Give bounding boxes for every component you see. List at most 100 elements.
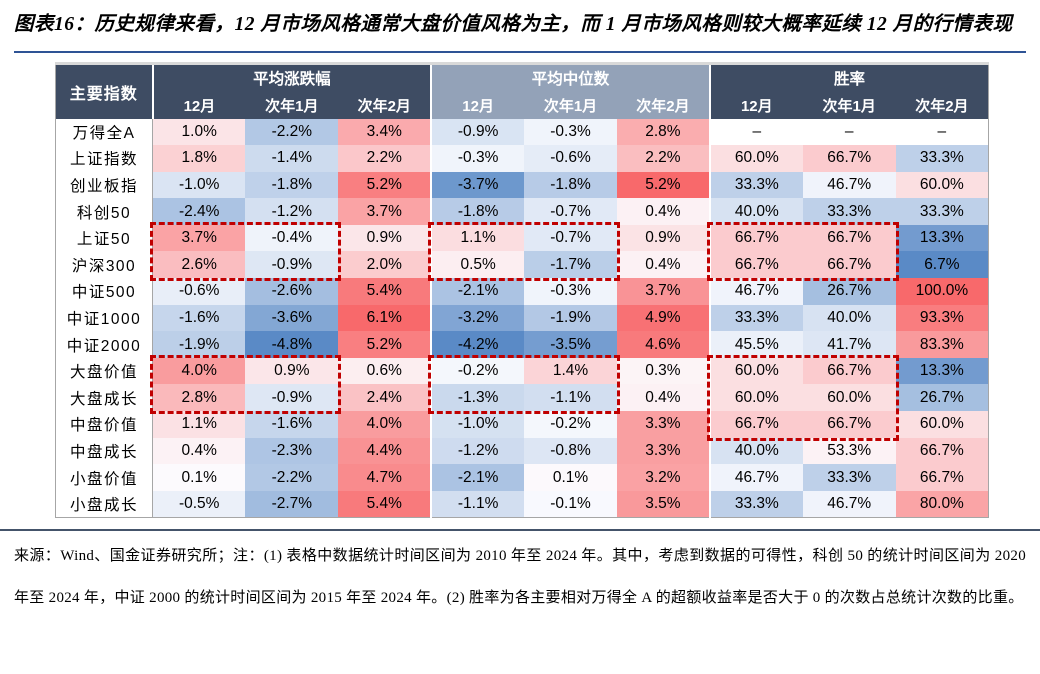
value-cell: -4.2% — [430, 331, 525, 358]
value-cell: -2.1% — [430, 464, 525, 491]
value-cell: 4.9% — [616, 304, 710, 332]
row-label: 上证50 — [55, 224, 153, 252]
value-cell: -1.2% — [430, 437, 525, 465]
value-cell: -1.0% — [152, 171, 246, 199]
value-cell: -1.1% — [430, 490, 525, 518]
value-cell: -0.2% — [524, 411, 617, 438]
value-cell: 2.2% — [616, 145, 710, 172]
value-cell: -3.5% — [524, 331, 617, 358]
table-row: 上证指数 1.8% -1.4% 2.2% -0.3% -0.6% 2.2% 60.0% 66.7… — [55, 145, 989, 172]
table-row: 万得全A 1.0% -2.2% 3.4% -0.9% -0.3% 2.8% – – – — [55, 118, 989, 146]
value-cell: 3.2% — [616, 464, 710, 491]
title-divider — [14, 51, 1026, 53]
value-cell: 46.7% — [708, 278, 803, 305]
table-row: 大盘成长 2.8% -0.9% 2.4% -1.3% -1.1% 0.4% 60.0% 60.0… — [55, 384, 989, 412]
value-cell: 1.1% — [152, 411, 246, 438]
figure-title: 图表16：历史规律来看，12 月市场风格通常大盘价值风格为主，而 1 月市场风格… — [14, 14, 1013, 35]
style-stats-table: 主要指数 平均涨跌幅 平均中位数 胜率 12月 次年1月 次年2月 12月 次年… — [55, 62, 990, 518]
value-cell: -0.6% — [152, 278, 246, 305]
value-cell: 3.7% — [338, 198, 432, 225]
table-wrap: 主要指数 平均涨跌幅 平均中位数 胜率 12月 次年1月 次年2月 12月 次年… — [55, 62, 990, 518]
value-cell: 33.3% — [708, 490, 803, 518]
value-cell: -0.4% — [245, 224, 339, 252]
value-cell: 1.8% — [152, 145, 246, 172]
value-cell: 80.0% — [895, 490, 989, 518]
col-header: 次年2月 — [895, 91, 989, 119]
value-cell: 4.4% — [338, 437, 432, 465]
value-cell: 46.7% — [708, 464, 803, 491]
value-cell: 60.0% — [895, 411, 989, 438]
row-label: 中证1000 — [55, 304, 153, 332]
table-row: 中证2000 -1.9% -4.8% 5.2% -4.2% -3.5% 4.6% 45.5% 4… — [55, 331, 989, 358]
value-cell: 4.7% — [338, 464, 432, 491]
value-cell: 60.0% — [708, 145, 803, 172]
value-cell: 0.4% — [616, 384, 710, 412]
value-cell: 60.0% — [895, 171, 989, 199]
row-label: 上证指数 — [55, 145, 153, 172]
value-cell: 3.7% — [152, 224, 246, 252]
value-cell: 2.8% — [152, 384, 246, 412]
table-row: 上证50 3.7% -0.4% 0.9% 1.1% -0.7% 0.9% 66.7% 66.7%… — [55, 224, 989, 252]
value-cell: -1.3% — [430, 384, 525, 412]
group-header-avg-change: 平均涨跌幅 — [152, 63, 432, 92]
value-cell: -1.2% — [245, 198, 339, 225]
col-header: 次年2月 — [338, 91, 432, 119]
value-cell: 1.4% — [524, 357, 617, 385]
value-cell: -0.6% — [524, 145, 617, 172]
value-cell: -0.1% — [524, 490, 617, 518]
table-body: 万得全A 1.0% -2.2% 3.4% -0.9% -0.3% 2.8% – – – 上证指数 1.… — [55, 118, 989, 518]
value-cell: 4.0% — [338, 411, 432, 438]
value-cell: 3.3% — [616, 437, 710, 465]
value-cell: 66.7% — [708, 224, 803, 252]
value-cell: 3.5% — [616, 490, 710, 518]
value-cell: -1.9% — [524, 304, 617, 332]
value-cell: 3.4% — [338, 118, 432, 146]
value-cell: 60.0% — [708, 384, 803, 412]
row-label: 沪深300 — [55, 251, 153, 279]
value-cell: -0.3% — [524, 118, 617, 146]
value-cell: 33.3% — [708, 304, 803, 332]
value-cell: 13.3% — [895, 224, 989, 252]
value-cell: 46.7% — [802, 171, 896, 199]
col-header: 次年2月 — [616, 91, 710, 119]
value-cell: -2.2% — [245, 118, 339, 146]
value-cell: 66.7% — [802, 145, 896, 172]
value-cell: -0.9% — [245, 251, 339, 279]
value-cell: 0.1% — [152, 464, 246, 491]
value-cell: 2.2% — [338, 145, 432, 172]
value-cell: 0.9% — [616, 224, 710, 252]
value-cell: 41.7% — [802, 331, 896, 358]
value-cell: 66.7% — [895, 464, 989, 491]
figure-bottom-divider — [0, 528, 1040, 531]
value-cell: -1.6% — [245, 411, 339, 438]
value-cell: 13.3% — [895, 357, 989, 385]
col-header: 12月 — [708, 91, 803, 119]
value-cell: 33.3% — [708, 171, 803, 199]
value-cell: 0.4% — [152, 437, 246, 465]
value-cell: 53.3% — [802, 437, 896, 465]
value-cell: 3.7% — [616, 278, 710, 305]
value-cell: 1.0% — [152, 118, 246, 146]
row-label: 万得全A — [55, 118, 153, 146]
value-cell: -0.9% — [430, 118, 525, 146]
value-cell: -1.8% — [430, 198, 525, 225]
value-cell: 93.3% — [895, 304, 989, 332]
value-cell: -1.4% — [245, 145, 339, 172]
value-cell: 60.0% — [708, 357, 803, 385]
value-cell: -2.6% — [245, 278, 339, 305]
value-cell: 5.4% — [338, 278, 432, 305]
table-row: 小盘成长 -0.5% -2.7% 5.4% -1.1% -0.1% 3.5% 33.3% 46.… — [55, 490, 989, 518]
value-cell: 0.4% — [616, 198, 710, 225]
value-cell: -0.9% — [245, 384, 339, 412]
value-cell: 26.7% — [802, 278, 896, 305]
value-cell: -1.8% — [524, 171, 617, 199]
col-header: 次年1月 — [802, 91, 896, 119]
group-header-winrate: 胜率 — [708, 63, 989, 92]
table-row: 大盘价值 4.0% 0.9% 0.6% -0.2% 1.4% 0.3% 60.0% 66.7% 1… — [55, 357, 989, 385]
value-cell: -0.5% — [152, 490, 246, 518]
table-row: 创业板指 -1.0% -1.8% 5.2% -3.7% -1.8% 5.2% 33.3% 46.… — [55, 171, 989, 199]
row-label: 中盘价值 — [55, 411, 153, 438]
value-cell: 46.7% — [802, 490, 896, 518]
value-cell: 60.0% — [802, 384, 896, 412]
